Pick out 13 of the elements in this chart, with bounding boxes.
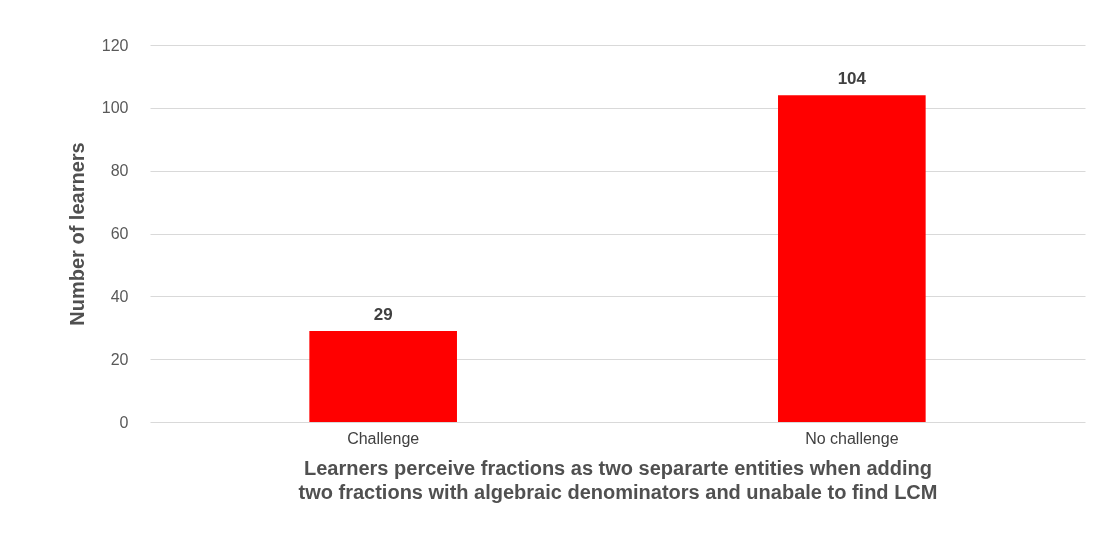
y-tick-label: 0: [119, 413, 129, 431]
data-label: 104: [837, 69, 867, 89]
x-tick-label: No challenge: [805, 429, 899, 447]
x-axis-title: Learners perceive fractions as two separarte entities when adding two fractions with algebraic denominators and unabale to find LCM: [298, 456, 938, 503]
y-axis-title: Number of learners: [65, 142, 88, 326]
x-tick-label: Challenge: [347, 429, 420, 447]
y-tick-label: 120: [101, 36, 129, 54]
y-tick-label: 80: [110, 162, 129, 180]
y-tick-label: 60: [110, 225, 129, 242]
y-tick-label: 40: [110, 287, 129, 305]
y-tick-label: 100: [101, 99, 129, 117]
y-tick-label: 20: [110, 350, 129, 368]
data-label: 29: [373, 304, 393, 324]
